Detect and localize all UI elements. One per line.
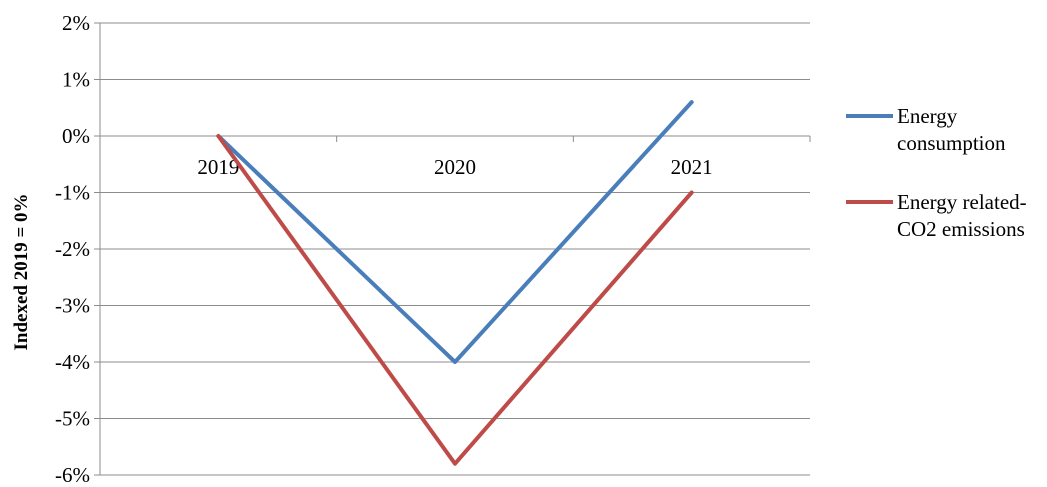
- y-tick-label: -3%: [55, 294, 90, 318]
- y-tick-label: -1%: [55, 181, 90, 205]
- y-tick-label: 2%: [62, 11, 90, 35]
- y-tick-label: 1%: [62, 68, 90, 92]
- series-lines: [216, 100, 694, 466]
- series-line-2: [216, 134, 694, 466]
- x-tick-label: 2020: [434, 155, 476, 179]
- legend: Energy consumption Energy related-CO2 emis…: [846, 104, 1027, 241]
- y-tick-label: -6%: [55, 463, 90, 487]
- y-tick-label: 0%: [62, 124, 90, 148]
- y-tick-label: -4%: [55, 350, 90, 374]
- legend-entry: Energy related-CO2 emissions: [897, 190, 1027, 241]
- y-tick-label: -2%: [55, 237, 90, 261]
- x-tick-labels: 2019 2020 2021: [197, 155, 712, 179]
- y-axis-title: Indexed 2019 = 0%: [11, 193, 32, 350]
- y-tick-labels: 2% 1% 0% -1% -2% -3% -4% -5% -6%: [55, 11, 90, 487]
- legend-entry: Energy consumption: [897, 104, 1006, 155]
- x-tick-label: 2019: [197, 155, 239, 179]
- x-tick-label: 2021: [671, 155, 713, 179]
- y-tick-label: -5%: [55, 407, 90, 431]
- gridlines: [100, 22, 810, 476]
